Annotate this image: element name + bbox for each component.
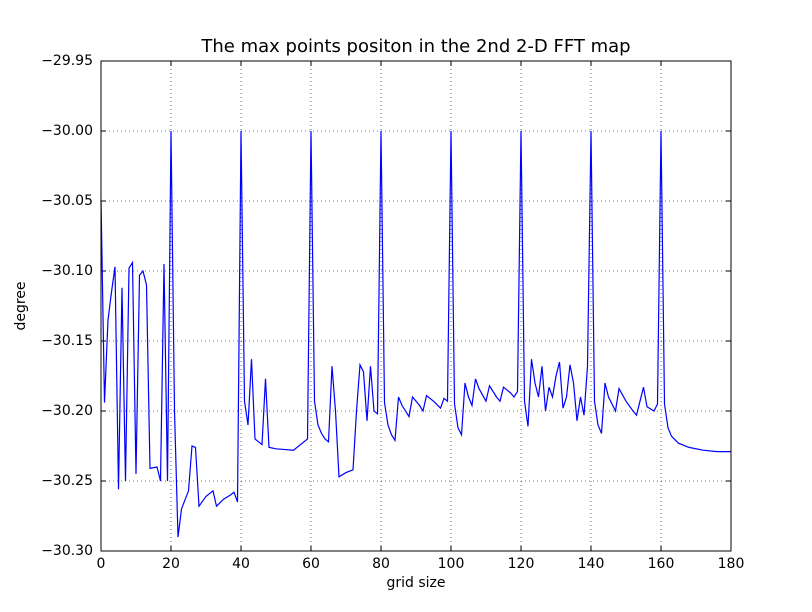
y-tick-label: −30.15 [41,333,93,349]
x-tick-label: 140 [578,556,605,572]
x-tick-label: 60 [302,556,320,572]
plot-frame [100,60,732,552]
x-tick-label: 40 [232,556,250,572]
data-line [100,130,731,538]
y-axis-label: degree [13,281,29,330]
x-tick-label: 120 [508,556,535,572]
y-tick-label: −30.10 [41,263,93,279]
x-tick-label: 160 [648,556,675,572]
y-tick-label: −30.05 [41,193,93,209]
x-tick-label: 80 [372,556,390,572]
y-tick-label: −29.95 [41,53,93,69]
x-axis-label: grid size [386,575,445,591]
x-tick-label: 100 [438,556,465,572]
y-tick-label: −30.00 [41,123,93,139]
chart-title: The max points positon in the 2nd 2-D FF… [200,36,630,57]
y-tick-label: −30.30 [41,543,93,559]
x-tick-label: 20 [162,556,180,572]
x-tick-label: 0 [97,556,106,572]
y-tick-label: −30.25 [41,473,93,489]
x-tick-label: 180 [718,556,745,572]
y-tick-label: −30.20 [41,403,93,419]
